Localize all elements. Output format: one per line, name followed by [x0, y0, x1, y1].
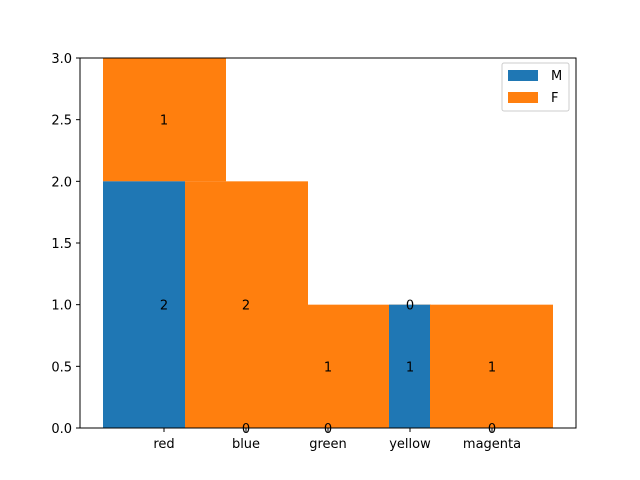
y-tick-label-2.0: 2.0 — [51, 175, 72, 190]
data-label-f-red: 1 — [160, 114, 168, 129]
bar-m-red — [103, 181, 185, 428]
y-tick-label-3.0: 3.0 — [51, 52, 72, 67]
legend-label-f: F — [551, 91, 558, 106]
legend-swatch-m — [508, 70, 538, 81]
bar-f-blue — [185, 181, 308, 428]
x-tick-label-yellow: yellow — [389, 437, 431, 452]
data-label-f-green: 1 — [324, 360, 332, 375]
bar-m-yellow — [389, 304, 430, 428]
data-label-f-magenta: 1 — [488, 360, 496, 375]
y-tick-label-1.0: 1.0 — [51, 299, 72, 314]
data-label-f-yellow: 0 — [406, 299, 414, 314]
y-tick-label-0.0: 0.0 — [51, 422, 72, 437]
x-axis: red blue green yellow magenta — [153, 428, 521, 452]
x-tick-label-red: red — [153, 437, 174, 452]
data-label-m-yellow: 1 — [406, 360, 414, 375]
x-tick-label-green: green — [309, 437, 347, 452]
y-axis: 0.0 0.5 1.0 1.5 2.0 2.5 3.0 — [51, 52, 80, 437]
legend-label-m: M — [551, 69, 562, 84]
bar-f-magenta — [430, 304, 553, 428]
legend-swatch-f — [508, 92, 538, 103]
y-tick-label-2.5: 2.5 — [51, 114, 72, 129]
legend: M F — [501, 62, 570, 112]
y-tick-label-1.5: 1.5 — [51, 237, 72, 252]
x-tick-label-magenta: magenta — [463, 437, 521, 452]
data-label-f-blue: 2 — [242, 299, 250, 314]
bar-f-red — [103, 58, 226, 182]
bars-layer — [103, 58, 553, 428]
x-tick-label-blue: blue — [232, 437, 260, 452]
data-label-m-red: 2 — [160, 299, 168, 314]
y-tick-label-0.5: 0.5 — [51, 360, 72, 375]
